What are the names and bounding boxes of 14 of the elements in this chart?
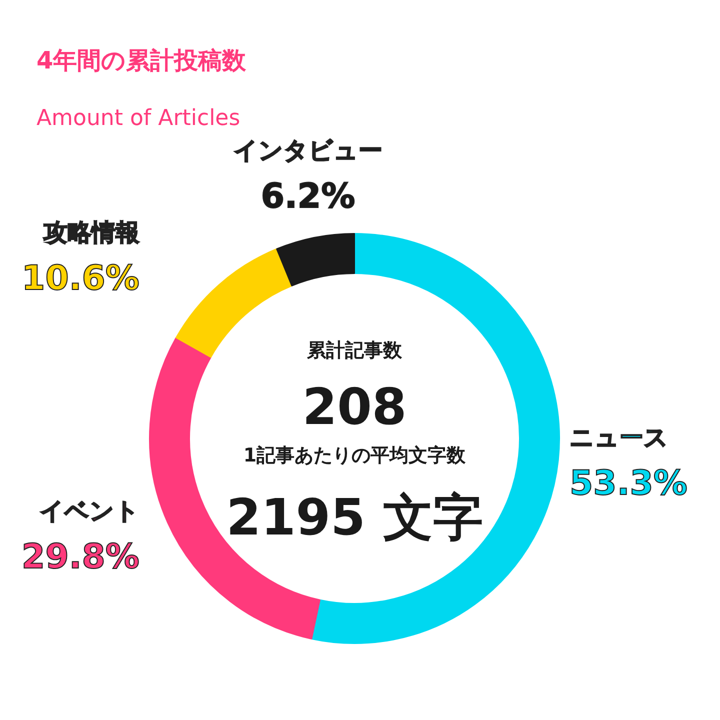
chart-title: 4年間の累計投稿数 — [36, 46, 248, 74]
data-label: 6.2% — [260, 176, 356, 216]
slice-label: インタビュー — [234, 136, 382, 164]
slice-label: 攻略情報 — [42, 218, 140, 247]
slice-label: イベント — [40, 497, 140, 526]
slice-label: ニュース — [570, 424, 668, 452]
text: 208 — [302, 378, 407, 436]
data-label: 29.8% — [22, 537, 140, 578]
text: 1記事あたりの平均文字数 — [243, 444, 467, 466]
text: 2195 文字 — [226, 488, 483, 546]
data-label: 10.6% — [22, 258, 140, 299]
chart-subtitle: Amount of Articles — [36, 106, 240, 131]
text: 累計記事数 — [306, 340, 403, 362]
data-label: 53.3% — [570, 464, 688, 504]
